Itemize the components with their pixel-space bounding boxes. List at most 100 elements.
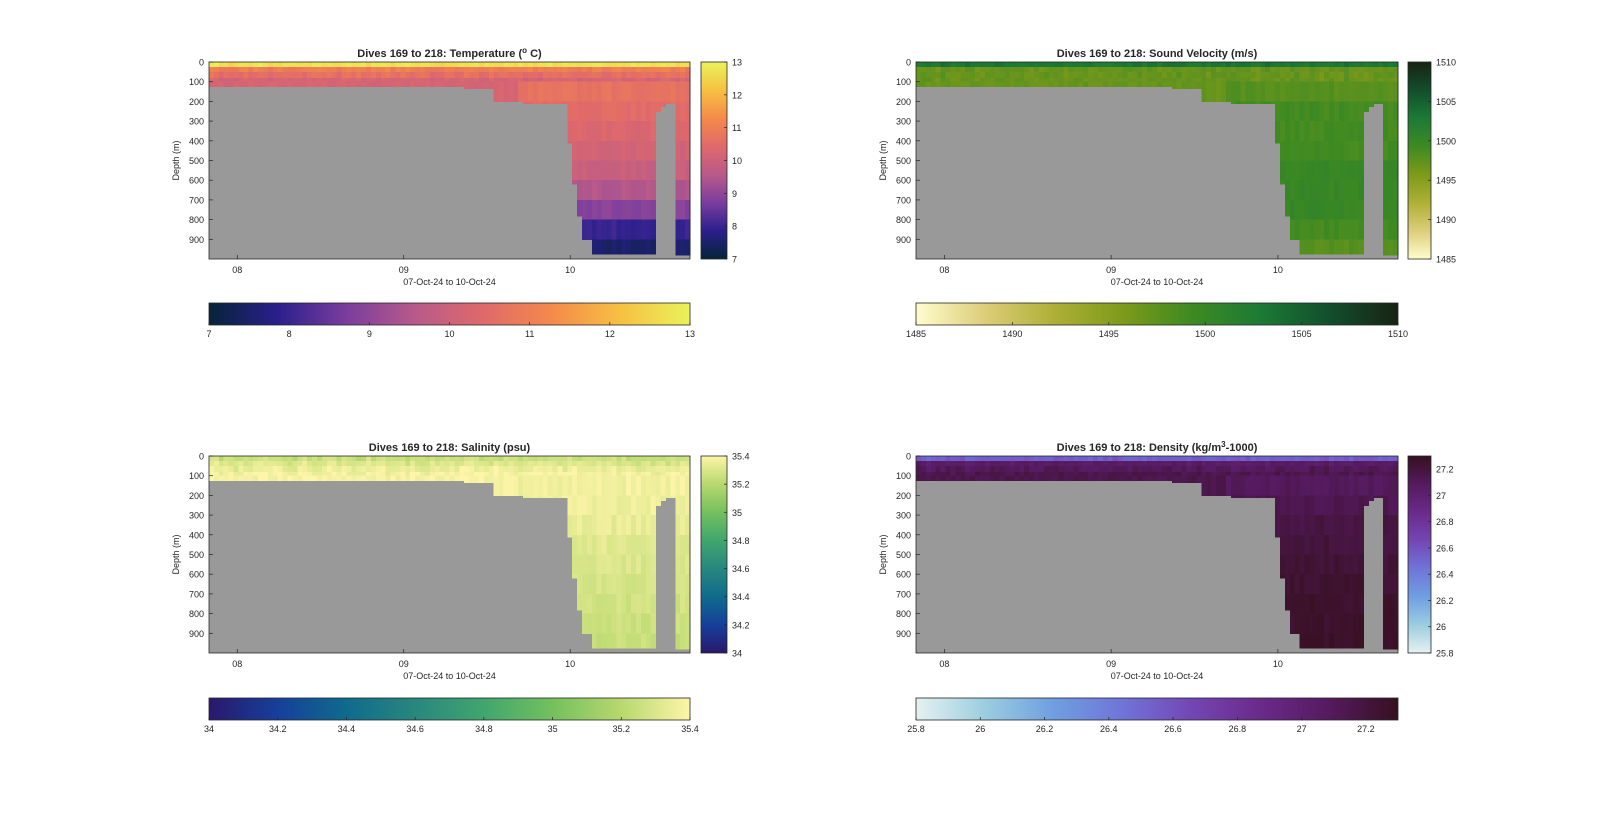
heatmap-cell [650, 62, 657, 68]
heatmap-cell [1334, 554, 1340, 575]
heatmap-cell [1230, 62, 1237, 68]
heatmap-cell [321, 471, 328, 477]
heatmap-cell [1304, 471, 1311, 477]
heatmap-cell [1284, 77, 1291, 83]
heatmap-cell [233, 66, 240, 73]
heatmap-cell [400, 460, 406, 467]
heatmap-cell [1142, 81, 1148, 88]
heatmap-cell [1245, 460, 1252, 467]
heatmap-cell [508, 471, 514, 477]
heatmap-cell [253, 471, 259, 477]
heatmap-cell [312, 66, 318, 73]
heatmap-cell [626, 574, 632, 595]
heatmap-cell [1093, 62, 1099, 68]
heatmap-cell [685, 593, 691, 615]
heatmap-cell [1343, 77, 1350, 83]
hcolorbar-tick-label: 26.2 [1036, 724, 1054, 734]
heatmap-cell [420, 66, 426, 73]
heatmap-cell [292, 81, 298, 88]
heatmap-cell [621, 66, 627, 73]
heatmap-cell [1048, 456, 1055, 462]
heatmap-cell [1137, 465, 1143, 473]
heatmap-cell [611, 613, 617, 634]
heatmap-cell [346, 77, 352, 83]
heatmap-cell [572, 77, 578, 83]
heatmap-cell [1161, 66, 1168, 73]
colorbar-tick-label: 1495 [1436, 176, 1456, 186]
heatmap-cell [1112, 71, 1119, 79]
heatmap-cell [650, 515, 657, 536]
heatmap-cell [965, 77, 971, 83]
heatmap-cell [1157, 77, 1163, 83]
heatmap-cell [395, 471, 402, 477]
heatmap-cell [935, 460, 942, 467]
heatmap-cell [626, 465, 632, 473]
colorbar-tick-label: 7 [732, 255, 737, 265]
heatmap-cell [685, 554, 691, 575]
heatmap-cell [410, 475, 416, 482]
heatmap-cell [1343, 239, 1350, 255]
heatmap-cell [1142, 71, 1148, 79]
heatmap-cell [1275, 495, 1281, 516]
heatmap-cell [493, 66, 500, 73]
heatmap-cell [1284, 574, 1291, 595]
heatmap-cell [228, 471, 235, 477]
heatmap-cell [370, 77, 377, 83]
heatmap-cell [655, 471, 662, 477]
heatmap-cell [474, 77, 480, 83]
heatmap-cell [1348, 160, 1355, 181]
heatmap-cell [1324, 140, 1330, 162]
heatmap-cell [950, 460, 956, 467]
heatmap-cell [1132, 460, 1138, 467]
heatmap-cell [1393, 71, 1399, 79]
heatmap-cell [483, 66, 490, 73]
heatmap-cell [1260, 77, 1266, 83]
heatmap-cell [675, 633, 681, 650]
heatmap-cell [616, 495, 622, 516]
heatmap-cell [1309, 77, 1315, 83]
heatmap-cell [572, 140, 578, 162]
heatmap-cell [454, 471, 460, 477]
heatmap-cell [994, 456, 1001, 462]
heatmap-cell [621, 475, 627, 496]
heatmap-cell [636, 593, 642, 615]
heatmap-cell [1284, 81, 1291, 102]
heatmap-cell [493, 465, 500, 473]
heatmap-cell [262, 471, 269, 477]
heatmap-cell [248, 471, 254, 477]
heatmap-cell [307, 471, 313, 477]
heatmap-cell [984, 471, 991, 477]
heatmap-cell [1161, 475, 1168, 482]
heatmap-cell [645, 554, 652, 575]
heatmap-cell [213, 77, 220, 83]
heatmap-cell [316, 460, 323, 467]
heatmap-cell [1343, 534, 1350, 556]
heatmap-cell [1196, 62, 1202, 68]
heatmap-cell [1334, 199, 1340, 221]
heatmap-cell [645, 180, 652, 201]
hcolorbar-tick-label: 34.2 [269, 724, 287, 734]
heatmap-cell [449, 66, 456, 73]
heatmap-cell [1319, 475, 1325, 496]
heatmap-cell [370, 475, 377, 482]
heatmap-cell [955, 465, 961, 473]
heatmap-cell [1383, 633, 1389, 650]
heatmap-cells [916, 456, 1399, 650]
heatmap-cell [444, 71, 451, 79]
heatmap-cell [1230, 71, 1237, 79]
heatmap-cell [1324, 62, 1330, 68]
heatmap-cell [1348, 471, 1355, 477]
heatmap-cell [1284, 534, 1291, 556]
heatmap-cell [572, 81, 578, 102]
heatmap-cell [1309, 495, 1315, 516]
heatmap-cell [1068, 62, 1074, 68]
y-axis-label: Depth (m) [878, 140, 888, 180]
heatmap-cell [616, 475, 622, 496]
heatmap-cell [1378, 62, 1384, 68]
heatmap-cell [1368, 81, 1375, 102]
heatmap-cell [665, 460, 671, 467]
heatmap-cell [282, 81, 289, 88]
heatmap-cell [1270, 81, 1276, 102]
heatmap-cell [955, 471, 961, 477]
heatmap-cell [1279, 465, 1286, 473]
